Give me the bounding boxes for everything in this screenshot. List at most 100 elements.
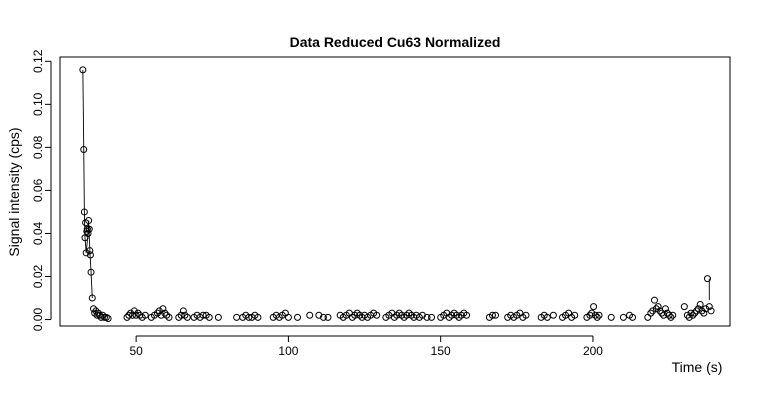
data-point xyxy=(82,249,90,257)
data-point xyxy=(99,311,107,319)
data-point xyxy=(700,309,708,317)
data-point xyxy=(683,311,691,319)
data-point xyxy=(665,311,673,319)
data-point xyxy=(233,313,241,321)
data-point xyxy=(284,313,292,321)
data-point xyxy=(595,311,603,319)
y-tick-label: 0.00 xyxy=(31,308,45,332)
data-point xyxy=(658,309,666,317)
data-point xyxy=(522,311,530,319)
data-point xyxy=(463,311,471,319)
data-point xyxy=(80,208,88,216)
data-point xyxy=(373,311,381,319)
data-point xyxy=(644,313,652,321)
data-point xyxy=(125,311,133,319)
data-point xyxy=(132,311,140,319)
data-point xyxy=(254,313,262,321)
y-tick-label: 0.12 xyxy=(31,49,45,73)
plot-frame xyxy=(59,56,731,327)
y-tick-label: 0.10 xyxy=(31,92,45,116)
data-point xyxy=(691,309,699,317)
data-point xyxy=(183,313,191,321)
data-point xyxy=(661,305,669,313)
data-point xyxy=(549,311,557,319)
data-point xyxy=(667,313,675,321)
line-segment xyxy=(82,69,85,150)
y-axis-label: Signal intensity (cps) xyxy=(6,127,22,256)
data-point xyxy=(696,300,704,308)
data-point xyxy=(492,311,499,319)
connecting-lines xyxy=(82,69,710,301)
data-point xyxy=(134,309,142,317)
data-point xyxy=(685,313,693,321)
data-point xyxy=(177,311,185,319)
data-point xyxy=(161,309,169,317)
x-tick-label: 100 xyxy=(278,344,298,358)
data-point xyxy=(199,311,207,319)
line-segment xyxy=(83,149,85,212)
y-tick-label: 0.02 xyxy=(31,265,45,289)
data-point xyxy=(165,313,173,321)
data-point xyxy=(647,309,655,317)
x-axis-label: Time (s) xyxy=(672,359,723,375)
data-point xyxy=(104,314,112,322)
data-point xyxy=(294,313,302,321)
x-axis: 50 100 150 200 xyxy=(129,335,603,358)
data-point xyxy=(693,307,700,315)
data-point xyxy=(590,303,598,311)
y-tick-label: 0.06 xyxy=(31,178,45,202)
line-segment xyxy=(88,220,91,251)
data-point xyxy=(214,313,222,321)
data-point xyxy=(629,313,637,321)
y-tick-label: 0.04 xyxy=(31,221,45,245)
data-point xyxy=(586,311,594,319)
data-point xyxy=(245,313,253,321)
data-point xyxy=(324,313,332,321)
data-point xyxy=(97,313,105,321)
data-point xyxy=(87,268,95,276)
line-segment xyxy=(89,250,92,273)
x-tick-label: 50 xyxy=(129,344,143,358)
data-point xyxy=(157,311,165,319)
data-point xyxy=(694,305,702,313)
data-point xyxy=(588,309,596,317)
data-point xyxy=(85,225,93,233)
data-point xyxy=(84,229,92,237)
data-point xyxy=(319,313,327,321)
x-tick-label: 200 xyxy=(583,344,603,358)
data-point xyxy=(88,294,96,302)
data-point xyxy=(79,66,87,74)
data-point xyxy=(428,313,436,321)
data-point xyxy=(100,313,108,321)
chart-title: Data Reduced Cu63 Normalized xyxy=(290,34,501,50)
data-point xyxy=(649,307,657,315)
data-point xyxy=(85,217,93,225)
data-point xyxy=(703,275,711,283)
data-point xyxy=(698,307,706,315)
x-tick-label: 150 xyxy=(431,344,451,358)
data-point xyxy=(83,225,91,233)
data-point xyxy=(669,311,677,319)
data-point xyxy=(141,311,149,319)
data-point xyxy=(707,307,715,315)
data-point xyxy=(650,296,658,304)
data-point xyxy=(205,313,213,321)
data-point xyxy=(593,313,601,321)
data-point xyxy=(543,313,551,321)
data-point xyxy=(130,307,138,315)
data-point xyxy=(153,309,161,317)
data-point xyxy=(488,311,496,319)
data-point xyxy=(607,313,615,321)
data-point xyxy=(80,146,88,154)
y-tick-label: 0.08 xyxy=(31,135,45,159)
data-point xyxy=(159,305,167,313)
data-point xyxy=(705,303,713,311)
data-point xyxy=(306,311,314,319)
y-axis: 0.00 0.02 0.04 0.06 0.08 0.10 0.12 xyxy=(31,49,52,332)
data-point xyxy=(654,303,662,311)
data-point xyxy=(619,313,627,321)
data-point xyxy=(689,311,697,319)
data-point xyxy=(86,247,94,255)
line-segment xyxy=(90,272,93,299)
data-point xyxy=(652,305,660,313)
